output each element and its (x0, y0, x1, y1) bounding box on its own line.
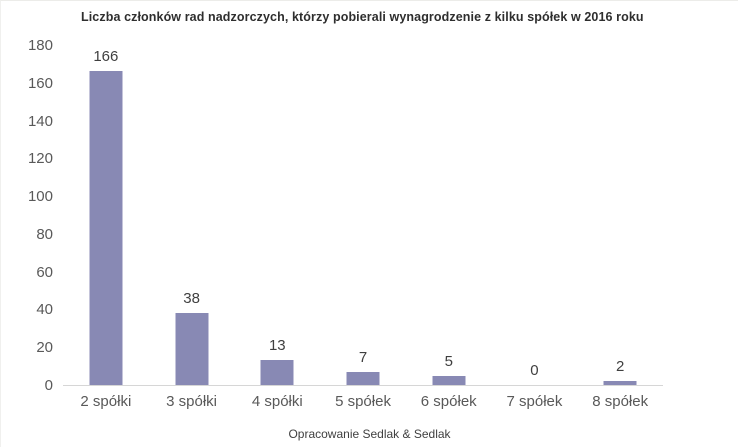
bar-column: 7 (320, 46, 406, 385)
x-axis-label: 8 spółek (592, 393, 649, 410)
x-axis-label: 7 spółek (506, 393, 563, 410)
y-axis-tick: 0 (44, 377, 53, 394)
y-axis-tick: 80 (36, 225, 53, 243)
y-axis-tick: 40 (36, 301, 53, 319)
plot-area: 166 38 13 7 5 0 2 (63, 46, 663, 386)
bar-value-label: 166 (93, 48, 119, 65)
bar-value-label: 0 (530, 362, 539, 379)
y-axis-tick: 140 (27, 112, 53, 130)
source-credit: Opracowanie Sedlak & Sedlak (288, 427, 451, 441)
bar-value-label: 5 (444, 353, 453, 370)
chart-area: 0 20 40 60 80 100 120 140 160 180 166 38 13 7 5 0 2 2 s… (1, 37, 738, 410)
bar-column: 2 (577, 46, 663, 385)
x-axis-label: 5 spółek (335, 393, 391, 410)
plot-wrap: 166 38 13 7 5 0 2 2 spółki 3 spółki 4 spółki 5 sp… (63, 46, 663, 410)
x-axis-label: 3 spółki (166, 393, 217, 410)
bar-column: 0 (492, 46, 578, 385)
bar-column: 5 (406, 46, 492, 385)
bar (432, 376, 466, 385)
bar (175, 313, 209, 385)
bar (260, 360, 294, 385)
bar-value-label: 13 (268, 337, 286, 354)
y-axis-tick: 120 (27, 150, 53, 168)
chart-title: Liczba członków rad nadzorczych, którzy … (81, 10, 644, 24)
bar-column: 38 (149, 46, 235, 385)
bar-value-label: 2 (616, 358, 625, 375)
x-axis-label: 6 spółek (420, 393, 477, 410)
bar-column: 13 (234, 46, 320, 385)
y-axis-tick: 100 (27, 188, 53, 206)
bar (346, 372, 380, 385)
y-axis-tick: 160 (27, 74, 53, 92)
x-axis: 2 spółki 3 spółki 4 spółki 5 spółek 6 spółek… (63, 393, 663, 410)
y-axis-tick: 60 (36, 263, 53, 281)
bar (603, 381, 637, 385)
y-axis-tick: 180 (27, 37, 53, 54)
y-axis-tick: 20 (36, 339, 53, 357)
bar (89, 71, 123, 385)
bar-column: 166 (63, 46, 149, 385)
x-axis-label: 2 spółki (80, 393, 132, 410)
x-axis-label: 4 spółki (251, 393, 303, 410)
bar-value-label: 7 (358, 349, 368, 366)
y-axis: 0 20 40 60 80 100 120 140 160 180 (1, 37, 63, 394)
bar-value-label: 38 (183, 290, 200, 307)
